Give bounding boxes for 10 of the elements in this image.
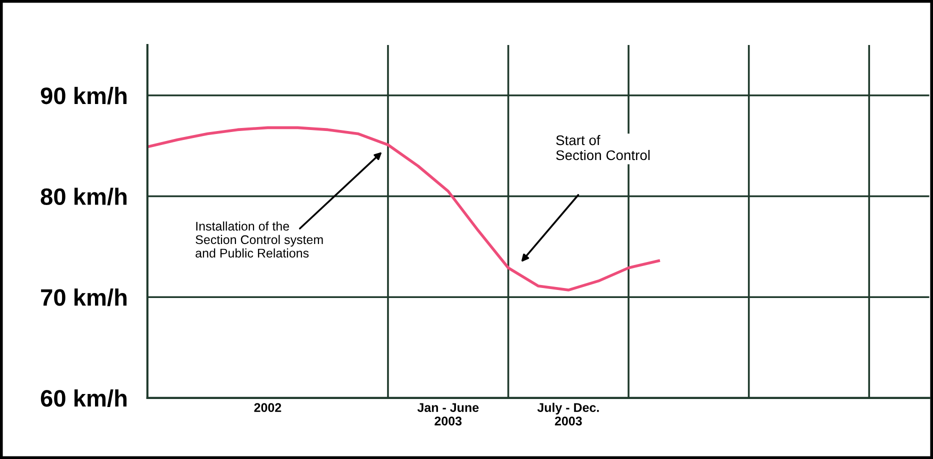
- y-tick-label: 60 km/h: [40, 389, 127, 407]
- y-tick-label: 80 km/h: [40, 188, 127, 206]
- y-tick-label: 90 km/h: [40, 86, 127, 104]
- annotation: Installation of the Section Control system and Public Relations: [196, 221, 323, 258]
- y-tick-label: 70 km/h: [41, 288, 127, 306]
- x-tick-label: 2002: [254, 403, 282, 412]
- x-tick-label: July - Dec. 2003: [537, 402, 599, 426]
- x-tick-label: Jan - June 2003: [417, 403, 479, 426]
- annotation: Start of Section Control: [556, 135, 650, 160]
- line-series: [147, 126, 660, 292]
